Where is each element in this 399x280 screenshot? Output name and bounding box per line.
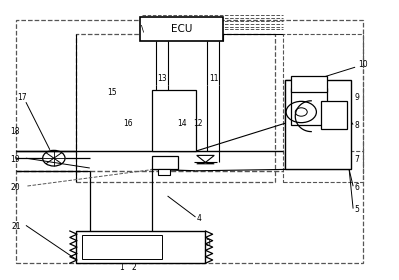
- Text: 21: 21: [11, 222, 21, 231]
- Bar: [76, 231, 205, 263]
- Bar: [140, 17, 223, 41]
- Bar: [283, 34, 363, 182]
- Text: 9: 9: [355, 94, 359, 102]
- Text: 14: 14: [177, 119, 186, 128]
- Text: 15: 15: [107, 88, 117, 97]
- Text: ECU: ECU: [171, 24, 192, 34]
- Text: 17: 17: [17, 94, 27, 102]
- Text: 16: 16: [123, 119, 132, 128]
- Bar: [82, 235, 162, 259]
- Bar: [76, 34, 275, 182]
- Text: 11: 11: [209, 74, 218, 83]
- Bar: [158, 169, 170, 175]
- Text: 13: 13: [157, 74, 166, 83]
- Text: 4: 4: [197, 214, 202, 223]
- Bar: [16, 20, 363, 263]
- Text: 20: 20: [10, 183, 20, 192]
- Bar: [152, 156, 178, 169]
- Text: 10: 10: [358, 60, 368, 69]
- Text: \: \: [141, 24, 144, 33]
- Text: 7: 7: [355, 155, 359, 164]
- Text: 6: 6: [355, 183, 359, 192]
- Text: 5: 5: [355, 206, 359, 214]
- Text: 2: 2: [131, 263, 136, 272]
- Text: 19: 19: [10, 155, 20, 164]
- Bar: [285, 80, 351, 169]
- Text: 18: 18: [10, 127, 20, 136]
- Bar: [291, 88, 327, 125]
- Bar: [152, 90, 196, 151]
- Bar: [291, 76, 327, 92]
- Bar: [321, 101, 347, 129]
- Text: 8: 8: [355, 122, 359, 130]
- Text: 1: 1: [119, 263, 124, 272]
- Text: 12: 12: [193, 119, 202, 128]
- Text: 3: 3: [205, 239, 210, 248]
